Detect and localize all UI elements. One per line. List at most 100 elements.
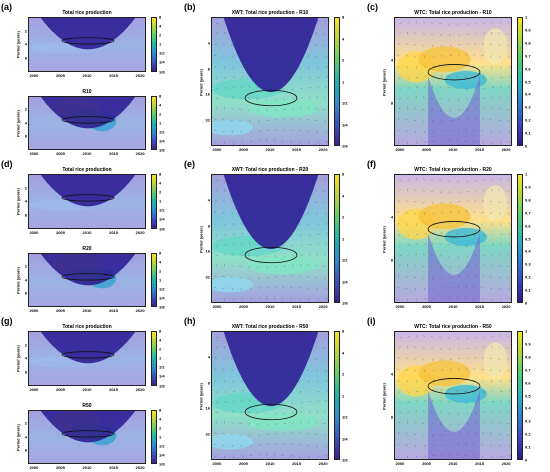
y-tick-label: 2	[24, 185, 27, 191]
colorbar-tick-label: 2	[342, 214, 345, 220]
phase-arrow	[414, 130, 417, 133]
phase-arrow	[489, 43, 493, 46]
phase-arrow	[448, 337, 450, 339]
phase-arrow	[317, 66, 319, 69]
phase-arrow	[275, 191, 277, 193]
panel-label: (e)	[184, 159, 195, 169]
significance-contour	[427, 64, 481, 81]
phase-arrow	[449, 119, 452, 122]
phase-arrow	[397, 455, 400, 458]
phase-arrow	[231, 32, 234, 35]
panel-label: (i)	[367, 316, 376, 326]
phase-arrow	[216, 107, 218, 110]
heatmap-blob	[483, 185, 508, 222]
phase-arrow	[449, 286, 452, 289]
colorbar-tick-label: 1/8	[342, 457, 348, 463]
phase-arrow	[407, 410, 410, 413]
colorbar-tick-label: 1	[342, 393, 345, 398]
phase-arrow	[483, 97, 486, 99]
phase-arrow	[216, 244, 218, 247]
phase-arrow	[222, 130, 225, 133]
phase-arrow	[222, 357, 225, 360]
phase-arrow	[422, 190, 425, 192]
heatmap-plot	[28, 174, 146, 229]
phase-arrow	[249, 212, 252, 215]
colorbar-tick-label: 1/2	[159, 364, 165, 370]
colorbar-tick-label: 0.1	[525, 287, 531, 293]
phase-arrow	[481, 380, 484, 382]
panel-label: (d)	[1, 159, 13, 169]
phase-arrow	[439, 243, 442, 246]
colorbar-tick-label: 0.3	[525, 418, 531, 424]
phase-arrow	[466, 98, 469, 101]
colorbar	[151, 409, 157, 464]
phase-arrow	[275, 285, 277, 288]
phase-arrow	[275, 34, 277, 36]
phase-arrow	[300, 401, 303, 404]
phase-arrow	[231, 189, 234, 192]
phase-arrow	[466, 337, 468, 340]
phase-arrow	[215, 356, 217, 359]
phase-arrow	[458, 210, 460, 213]
phase-arrow	[508, 298, 511, 300]
x-tick-label: 2015	[109, 465, 118, 470]
phase-arrow	[283, 98, 286, 101]
phase-arrow	[232, 223, 234, 226]
phase-arrow	[215, 199, 217, 202]
phase-arrow	[292, 98, 295, 100]
phase-arrow	[398, 356, 400, 359]
phase-arrow	[432, 399, 434, 402]
phase-arrow	[299, 42, 301, 45]
x-tick-label: 2010	[82, 229, 92, 235]
phase-arrow	[474, 244, 477, 247]
y-axis-label: Period (years)	[15, 188, 21, 216]
phase-arrow	[430, 423, 434, 425]
heatmap-blob	[212, 276, 254, 293]
phase-arrow	[439, 255, 442, 257]
phase-arrow	[475, 98, 478, 100]
phase-arrow	[407, 96, 410, 99]
colorbar-tick-label: 0.7	[525, 367, 531, 373]
phase-arrow	[247, 179, 251, 181]
phase-arrow	[430, 22, 434, 24]
colorbar-tick-label: 0.7	[525, 53, 531, 59]
colorbar-tick-label: 1/8	[159, 69, 165, 74]
phase-arrow	[232, 21, 234, 24]
phase-arrow	[449, 368, 452, 370]
phase-arrow	[266, 201, 269, 204]
colorbar-tick-label: 1/8	[342, 300, 348, 306]
phase-arrow	[498, 108, 501, 110]
phase-arrow	[241, 141, 244, 143]
heatmap-svg	[29, 332, 145, 385]
colorbar-tick-label: 8	[342, 14, 345, 20]
cone-of-influence	[428, 390, 480, 459]
x-tick-label: 2020	[135, 308, 145, 313]
colorbar-tick-label: 1/8	[159, 226, 165, 231]
phase-arrow	[490, 107, 493, 110]
phase-arrow	[415, 86, 419, 89]
x-tick-label: 2000	[395, 304, 405, 309]
colorbar-tick-label: 1/4	[342, 279, 348, 284]
x-tick-label: 2020	[318, 147, 328, 152]
phase-arrow	[232, 66, 234, 69]
phase-arrow	[266, 433, 269, 436]
colorbar-tick-label: 1/2	[159, 443, 165, 449]
phase-arrow	[449, 201, 452, 204]
phase-arrow	[449, 276, 452, 279]
phase-arrow	[407, 21, 410, 24]
phase-arrow	[499, 287, 501, 291]
x-tick-label: 2015	[475, 304, 484, 309]
phase-arrow	[239, 120, 242, 122]
heatmap-plot	[28, 331, 146, 386]
colorbar-tick-label: 1/8	[159, 461, 165, 467]
phase-arrow	[283, 43, 286, 46]
phase-arrow	[224, 21, 227, 24]
phase-arrow	[499, 130, 501, 134]
colorbar-tick-label: 0.9	[525, 341, 531, 347]
x-tick-label: 2000	[29, 465, 39, 470]
cone-of-influence	[40, 18, 136, 50]
phase-arrow	[315, 119, 318, 122]
y-tick-label: 8	[24, 369, 27, 375]
phase-arrow	[414, 32, 417, 35]
phase-arrow	[458, 433, 461, 435]
